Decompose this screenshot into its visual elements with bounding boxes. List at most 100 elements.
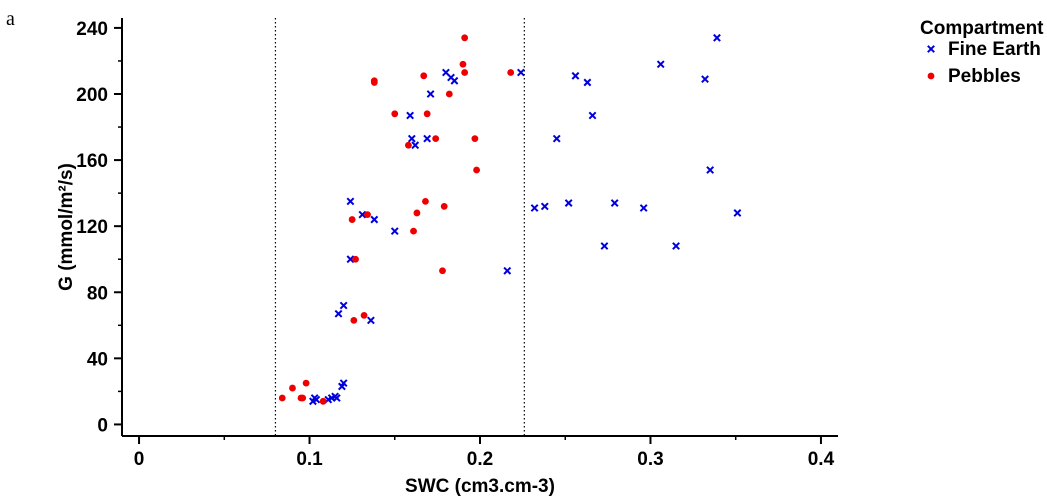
pebbles-point (370, 79, 378, 86)
reference-lines (274, 18, 525, 436)
pebbles-point (364, 211, 371, 219)
fine-earth-point (701, 75, 709, 84)
fine-earth-point (366, 316, 375, 325)
marker-stroke (706, 166, 715, 174)
fine-earth-point (339, 379, 348, 388)
marker-stroke (426, 90, 435, 98)
marker-stroke (346, 197, 355, 206)
marker-stroke (411, 141, 420, 150)
fine-earth-point (540, 202, 549, 211)
marker-stroke (390, 227, 399, 236)
marker-stroke (639, 204, 648, 212)
marker-stroke (713, 33, 721, 42)
marker-stroke (530, 204, 539, 212)
pebbles-point (420, 72, 428, 80)
fine-earth-point (656, 60, 665, 69)
marker-stroke (332, 394, 341, 402)
pebbles-point (289, 384, 296, 392)
pebbles-point (461, 34, 469, 42)
y-tick-label: 80 (87, 283, 108, 304)
marker-stroke (588, 111, 597, 120)
fine-earth-point (450, 76, 459, 85)
y-tick-label: 40 (87, 349, 108, 370)
fine-earth-point (339, 301, 348, 310)
y-tick-label: 200 (76, 85, 108, 106)
pebbles-point (445, 90, 453, 98)
marker-stroke (656, 60, 665, 69)
fine-earth-point (346, 255, 355, 264)
marker-stroke (407, 134, 416, 143)
fine-earth-point (517, 68, 525, 77)
marker-stroke (339, 301, 348, 310)
pebbles-point (461, 69, 469, 76)
pebbles-point (473, 166, 480, 174)
marker-stroke (441, 68, 450, 77)
pebbles-point (299, 394, 307, 402)
data-points (278, 33, 742, 406)
y-tick-label: 0 (97, 415, 108, 436)
pebbles-point (278, 394, 286, 402)
x-tick-label: 0.3 (637, 449, 663, 470)
y-tick-label: 240 (76, 19, 108, 40)
pebbles-point (391, 110, 399, 118)
marker-stroke (571, 71, 580, 80)
legend-marker (927, 45, 935, 53)
fine-earth-point (564, 199, 573, 207)
legend-title: Compartment (920, 18, 1044, 39)
marker-stroke (583, 78, 592, 87)
fine-earth-point (390, 227, 399, 236)
x-tick-label: 0.1 (296, 449, 323, 470)
fine-earth-point (610, 199, 619, 207)
fine-earth-point (406, 111, 415, 120)
pebbles-point (440, 202, 448, 210)
marker-stroke (406, 111, 415, 120)
marker-stroke (358, 210, 367, 219)
marker-stroke (366, 316, 375, 325)
fine-earth-point (733, 209, 742, 217)
fine-earth-point (530, 204, 539, 212)
pebbles-point (423, 110, 431, 118)
fine-earth-point (334, 309, 343, 318)
marker-stroke (564, 199, 573, 207)
pebbles-point (439, 267, 446, 275)
pebbles-point (348, 216, 356, 223)
x-tick-label: 0.4 (808, 449, 835, 470)
marker-stroke (423, 134, 432, 143)
marker-stroke (540, 202, 549, 211)
pebbles-point (410, 227, 417, 235)
marker-stroke (334, 309, 343, 318)
marker-stroke (927, 45, 935, 53)
fine-earth-point (407, 134, 416, 143)
fine-earth-point (358, 210, 367, 219)
fine-earth-point (346, 197, 355, 206)
pebbles-point (507, 69, 515, 76)
fine-earth-point (672, 242, 680, 250)
marker-stroke (600, 242, 609, 250)
marker-stroke (370, 215, 379, 224)
marker-stroke (450, 76, 459, 85)
x-axis-title: SWC (cm3.cm-3) (405, 476, 555, 497)
fine-earth-point (332, 394, 341, 402)
y-axis-title: G (mmol/m²/s) (56, 163, 77, 291)
pebbles-point (432, 135, 440, 143)
fine-earth-point (552, 134, 561, 143)
marker-stroke (339, 379, 348, 388)
fine-earth-point (503, 266, 512, 275)
pebbles-point (360, 311, 368, 319)
fine-earth-point (426, 90, 435, 98)
fine-earth-point (588, 111, 597, 120)
marker-stroke (701, 75, 709, 84)
marker-stroke (517, 68, 525, 77)
pebbles-point (350, 316, 358, 324)
fine-earth-point (423, 134, 432, 143)
fine-earth-point (370, 215, 379, 224)
axes: 0 40 80 120 160 200 240 0 0.1 0.2 0.3 0.4 SWC (cm3.c… (56, 18, 838, 497)
pebbles-point (459, 60, 467, 68)
legend-marker (927, 72, 935, 80)
marker-stroke (503, 266, 512, 275)
fine-earth-point (312, 395, 321, 404)
marker-stroke (733, 209, 742, 217)
fine-earth-point (583, 78, 592, 87)
